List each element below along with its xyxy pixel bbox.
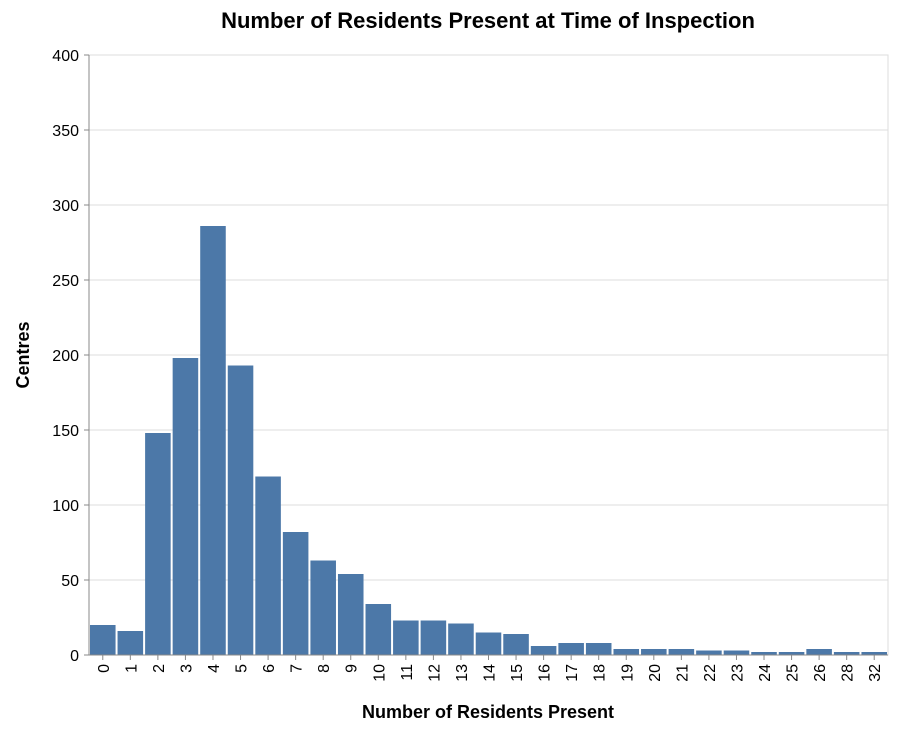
bar	[145, 433, 171, 655]
x-tick-label: 22	[702, 664, 719, 682]
bar	[778, 652, 805, 655]
bar	[200, 226, 226, 655]
x-axis-title: Number of Residents Present	[362, 702, 614, 722]
bar	[668, 649, 695, 655]
x-tick-label: 19	[619, 664, 636, 682]
bar	[337, 574, 364, 655]
bar	[448, 623, 474, 655]
y-tick-label: 150	[52, 423, 79, 440]
bar	[806, 649, 832, 655]
bar	[365, 604, 392, 655]
bar	[227, 365, 254, 655]
bar	[393, 620, 419, 655]
y-tick-label: 400	[52, 48, 79, 65]
bar	[282, 532, 309, 655]
y-tick-label: 100	[52, 498, 79, 515]
x-tick-label: 28	[840, 664, 857, 682]
x-tick-label: 12	[426, 664, 443, 682]
chart-title: Number of Residents Present at Time of I…	[221, 8, 755, 33]
x-tick-label: 16	[537, 664, 554, 682]
bar	[613, 649, 640, 655]
x-tick-label: 7	[289, 664, 306, 673]
x-tick-label: 8	[316, 664, 333, 673]
y-tick-label: 50	[61, 573, 79, 590]
y-axis: 0 50 100 150 200 250 300 350 400	[52, 48, 90, 665]
bars	[90, 226, 887, 655]
bar	[861, 652, 887, 655]
bar	[420, 620, 447, 655]
bar	[641, 649, 667, 655]
x-tick-label: 1	[123, 664, 140, 673]
x-tick-label: 5	[234, 664, 251, 673]
y-tick-label: 300	[52, 198, 79, 215]
x-tick-label: 21	[674, 664, 691, 682]
y-axis-title: Centres	[13, 321, 33, 388]
y-tick-label: 250	[52, 273, 79, 290]
x-axis: 0 1 2 3 4 5 6 7 8 9 10 11 12 13 14 15 16 17 18 19 20 21 22 23 24…	[89, 654, 888, 682]
x-tick-label: 4	[206, 664, 223, 673]
y-tick-label: 200	[52, 348, 79, 365]
x-tick-label: 23	[729, 664, 746, 682]
bar	[751, 652, 777, 655]
x-tick-label: 15	[509, 664, 526, 682]
y-tick-label: 350	[52, 123, 79, 140]
x-tick-label: 10	[371, 664, 388, 682]
bar	[723, 650, 750, 655]
bar	[475, 632, 502, 655]
bar	[585, 643, 612, 655]
bar	[558, 643, 584, 655]
x-tick-label: 2	[151, 664, 168, 673]
x-tick-label: 17	[564, 664, 581, 682]
x-tick-label: 11	[399, 664, 416, 681]
bar	[833, 652, 860, 655]
bar	[172, 358, 199, 655]
x-tick-label: 18	[592, 664, 609, 682]
y-tick-label: 0	[70, 648, 79, 665]
x-tick-label: 25	[785, 664, 802, 682]
x-tick-label: 24	[757, 664, 774, 682]
bar	[117, 631, 144, 655]
x-tick-label: 6	[261, 664, 278, 673]
bar	[310, 560, 336, 655]
x-tick-label: 32	[867, 664, 884, 682]
x-tick-label: 0	[96, 664, 113, 673]
x-tick-label: 3	[178, 664, 195, 673]
bar	[530, 646, 557, 655]
x-tick-label: 13	[454, 664, 471, 682]
bar	[90, 625, 116, 655]
bar	[255, 476, 281, 655]
x-tick-label: 9	[344, 664, 361, 673]
x-tick-label: 20	[647, 664, 664, 682]
x-tick-label: 26	[812, 664, 829, 682]
bar	[696, 650, 722, 655]
x-tick-label: 14	[482, 664, 499, 682]
bar	[503, 634, 529, 655]
